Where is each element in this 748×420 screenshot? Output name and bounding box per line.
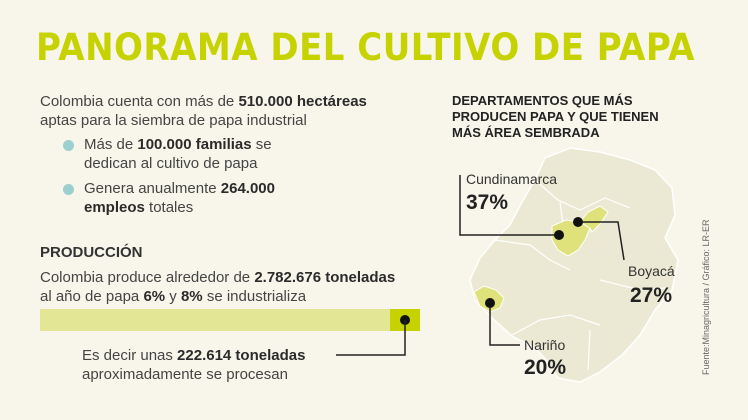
dept-name-cundinamarca: Cundinamarca	[466, 171, 558, 187]
bullet-families: Más de 100.000 familias se dedican al cu…	[84, 136, 272, 172]
production-text: Colombia produce alrededor de 2.782.676 …	[40, 269, 396, 305]
boyaca-region	[579, 205, 609, 233]
bullet-dot	[63, 184, 74, 195]
bullet-jobs: Genera anualmente 264.000 empleos totale…	[84, 180, 275, 216]
cundinamarca-region	[551, 219, 591, 257]
production-heading: PRODUCCIÓN	[40, 244, 143, 261]
dept-pct-narino: 20%	[524, 356, 567, 379]
page-title: PANORAMA DEL CULTIVO DE PAPA	[36, 26, 695, 69]
dept-pct-boyaca: 27%	[630, 284, 673, 307]
production-note: Es decir unas 222.614 toneladas aproxima…	[82, 347, 306, 383]
dept-name-boyaca: Boyacá	[628, 263, 675, 279]
production-bar	[40, 309, 420, 331]
intro-text: Colombia cuenta con más de 510.000 hectá…	[40, 93, 367, 129]
bullet-dot	[63, 140, 74, 151]
colombia-map	[459, 147, 679, 383]
dept-pct-cundinamarca: 37%	[466, 191, 509, 214]
departments-heading: DEPARTAMENTOS QUE MÁS PRODUCEN PAPA Y QU…	[452, 93, 659, 140]
dept-name-narino: Nariño	[524, 337, 566, 353]
source-credit: Fuente:Minagricultura / Gráfico: LR-ER	[701, 219, 711, 375]
